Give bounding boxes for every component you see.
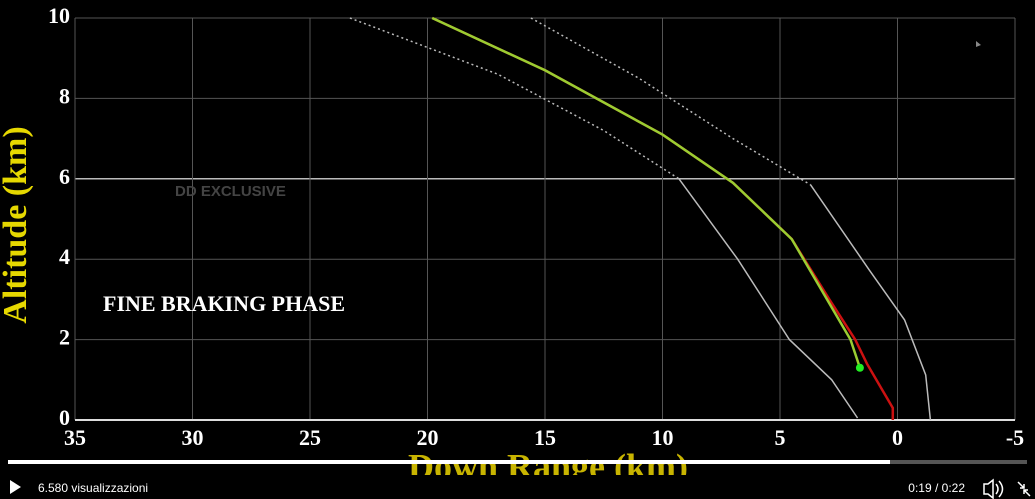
x-tick-label: 5 (775, 425, 786, 450)
y-tick-label: 0 (59, 405, 70, 430)
y-tick-label: 2 (59, 325, 70, 350)
x-tick-label: 0 (892, 425, 903, 450)
x-tick-label: 35 (64, 425, 86, 450)
volume-button[interactable] (983, 478, 1004, 499)
trajectory-line (678, 178, 859, 419)
y-tick-label: 6 (59, 164, 70, 189)
control-bar (0, 475, 1035, 499)
trajectory-line (809, 184, 932, 421)
x-tick-label: 10 (652, 425, 674, 450)
y-tick-label: 10 (48, 3, 70, 28)
x-tick-label: 15 (534, 425, 556, 450)
watermark: DD EXCLUSIVE (175, 183, 286, 200)
endpoint (855, 363, 864, 372)
trajectory-line (431, 16, 862, 369)
time-display: 0:19 / 0:22 (908, 481, 965, 495)
phase-label: FINE BRAKING PHASE (103, 291, 345, 316)
y-tick-label: 4 (59, 244, 70, 269)
progress-fill (8, 460, 890, 464)
y-tick-label: 8 (59, 83, 70, 108)
cursor (976, 41, 981, 47)
x-tick-label: 30 (182, 425, 204, 450)
x-tick-label: 25 (299, 425, 321, 450)
x-tick-label: -5 (1006, 425, 1024, 450)
y-axis-label: Altitude (km) (0, 126, 34, 323)
trajectory-line (530, 17, 811, 186)
play-button[interactable] (10, 480, 21, 494)
view-count: 6.580 visualizzazioni (38, 481, 148, 495)
fullscreen-button[interactable] (1017, 481, 1031, 497)
x-tick-label: 20 (417, 425, 439, 450)
